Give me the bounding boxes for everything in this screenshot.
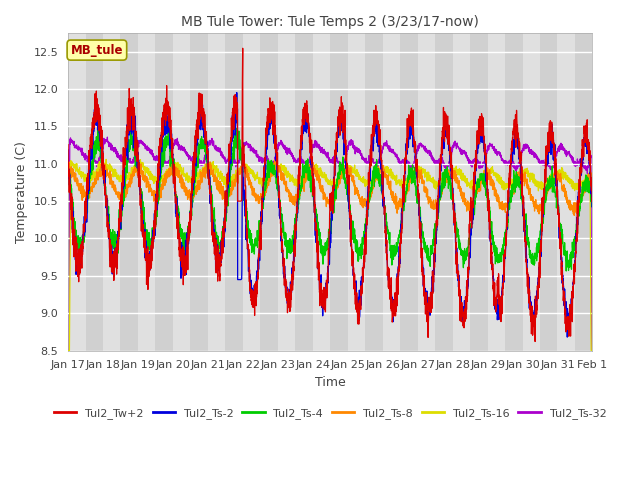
Bar xyxy=(208,33,225,350)
Bar xyxy=(278,33,295,350)
Bar xyxy=(120,33,138,350)
Bar xyxy=(488,33,505,350)
Bar xyxy=(470,33,488,350)
Bar xyxy=(86,33,103,350)
Legend: Tul2_Tw+2, Tul2_Ts-2, Tul2_Ts-4, Tul2_Ts-8, Tul2_Ts-16, Tul2_Ts-32: Tul2_Tw+2, Tul2_Ts-2, Tul2_Ts-4, Tul2_Ts… xyxy=(50,404,611,424)
Bar xyxy=(575,33,593,350)
Bar xyxy=(452,33,470,350)
X-axis label: Time: Time xyxy=(315,376,346,389)
Text: MB_tule: MB_tule xyxy=(70,44,123,57)
Bar xyxy=(138,33,156,350)
Bar xyxy=(348,33,365,350)
Bar xyxy=(260,33,278,350)
Bar xyxy=(330,33,348,350)
Bar xyxy=(593,33,610,350)
Bar xyxy=(540,33,557,350)
Bar xyxy=(173,33,190,350)
Bar xyxy=(103,33,120,350)
Bar xyxy=(365,33,383,350)
Bar xyxy=(522,33,540,350)
Bar xyxy=(68,33,86,350)
Bar xyxy=(557,33,575,350)
Bar xyxy=(313,33,330,350)
Bar xyxy=(435,33,452,350)
Bar xyxy=(225,33,243,350)
Bar xyxy=(156,33,173,350)
Bar xyxy=(383,33,400,350)
Bar xyxy=(295,33,313,350)
Bar xyxy=(418,33,435,350)
Title: MB Tule Tower: Tule Temps 2 (3/23/17-now): MB Tule Tower: Tule Temps 2 (3/23/17-now… xyxy=(181,15,479,29)
Bar xyxy=(400,33,418,350)
Bar xyxy=(505,33,522,350)
Bar xyxy=(243,33,260,350)
Y-axis label: Temperature (C): Temperature (C) xyxy=(15,141,28,243)
Bar xyxy=(190,33,208,350)
